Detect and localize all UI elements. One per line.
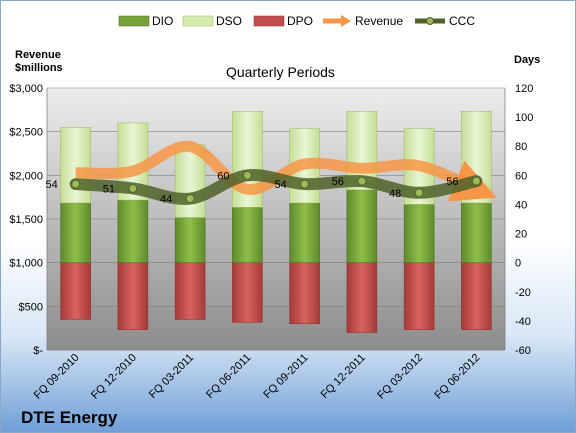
left-tick-label: $1,000: [9, 258, 43, 270]
right-tick-label: 60: [515, 170, 527, 182]
ccc-point: [300, 179, 310, 189]
right-tick-label: -20: [515, 287, 531, 299]
ccc-point: [242, 170, 252, 180]
dpo-bar: [174, 262, 206, 320]
right-tick-label: 100: [515, 112, 533, 124]
company-name: DTE Energy: [21, 408, 118, 427]
x-tick-label: FQ 03-2011: [147, 352, 196, 401]
ccc-data-label: 54: [46, 179, 58, 191]
ccc-labels-group: 54 51 44 60 54 56 48 56: [46, 170, 459, 205]
dio-bar: [289, 202, 320, 263]
x-tick-label: FQ 12-2011: [319, 352, 368, 401]
dpo-bar: [60, 262, 91, 320]
dpo-bar: [461, 262, 492, 330]
right-tick-label: 40: [515, 199, 527, 211]
legend-item-revenue: Revenue: [323, 14, 403, 28]
dpo-bar: [346, 262, 378, 333]
ccc-data-label: 48: [389, 188, 401, 200]
ccc-point: [71, 179, 81, 189]
x-axis-ticks: FQ 09-2010 FQ 12-2010 FQ 03-2011 FQ 06-2011…: [32, 352, 483, 402]
x-tick-label: FQ 09-2010: [32, 352, 82, 402]
legend-label-dio: DIO: [152, 14, 173, 28]
legend-item-dpo: DPO: [253, 14, 313, 28]
left-tick-label: $2,500: [9, 127, 43, 139]
dio-bar: [117, 199, 149, 263]
bars-group: [60, 111, 492, 333]
right-tick-label: 0: [515, 258, 521, 270]
left-tick-label: $2,000: [9, 170, 43, 182]
ccc-data-label: 56: [332, 176, 344, 188]
left-axis-ticks: $- $500 $1,000 $1,500 $2,000 $2,500 $3,000: [9, 83, 43, 357]
left-tick-label: $500: [19, 301, 43, 313]
legend-label-dpo: DPO: [287, 14, 313, 28]
ccc-point: [357, 176, 367, 186]
legend-item-dio: DIO: [118, 14, 173, 28]
dio-bar: [403, 204, 435, 263]
ccc-data-label: 60: [217, 170, 229, 182]
x-tick-label: FQ 06-2012: [433, 352, 483, 402]
right-tick-label: 20: [515, 229, 527, 241]
left-axis-title-line2: $millions: [15, 62, 63, 74]
ccc-data-label: 51: [103, 183, 115, 195]
ccc-point: [185, 194, 195, 204]
dio-bar: [232, 207, 263, 263]
right-tick-label: -60: [515, 345, 531, 357]
dio-bar: [346, 189, 378, 263]
ccc-point: [471, 176, 481, 186]
ccc-data-label: 44: [160, 194, 172, 206]
ccc-layer: [69, 168, 483, 205]
x-tick-label: FQ 03-2012: [375, 352, 425, 402]
left-tick-label: $3,000: [9, 83, 43, 95]
dpo-bar: [232, 262, 263, 323]
dso-bar: [60, 127, 91, 204]
dio-bar: [60, 202, 91, 263]
right-axis-ticks: -60 -40 -20 0 20 40 60 80 100 120: [515, 83, 533, 357]
left-tick-label: $-: [33, 345, 43, 357]
legend-label-revenue: Revenue: [355, 14, 403, 28]
chart-title: Quarterly Periods: [226, 64, 335, 80]
dio-bar: [174, 217, 206, 263]
ccc-point: [414, 188, 424, 198]
dpo-bar: [289, 262, 320, 325]
ccc-point: [128, 183, 138, 193]
ccc-line: [69, 168, 483, 205]
legend-item-ccc: CCC: [415, 14, 475, 28]
right-tick-label: 120: [515, 83, 533, 95]
dio-bar: [461, 202, 492, 263]
legend-label-dso: DSO: [216, 14, 242, 28]
right-axis-title: Days: [514, 54, 540, 66]
left-axis-title-line1: Revenue: [15, 49, 61, 61]
legend-item-dso: DSO: [182, 14, 242, 28]
ccc-data-label: 56: [446, 176, 458, 188]
ccc-data-label: 54: [275, 179, 287, 191]
x-tick-label: FQ 12-2010: [89, 352, 139, 402]
legend: DIO DSO DPO Revenue CCC: [118, 14, 475, 28]
right-tick-label: -40: [515, 316, 531, 328]
dpo-bar: [117, 262, 149, 330]
dpo-bar: [403, 262, 435, 330]
x-tick-label: FQ 09-2011: [261, 352, 310, 401]
right-tick-label: 80: [515, 141, 527, 153]
x-tick-label: FQ 06-2011: [204, 352, 253, 401]
left-tick-label: $1,500: [9, 214, 43, 226]
legend-label-ccc: CCC: [449, 14, 475, 28]
